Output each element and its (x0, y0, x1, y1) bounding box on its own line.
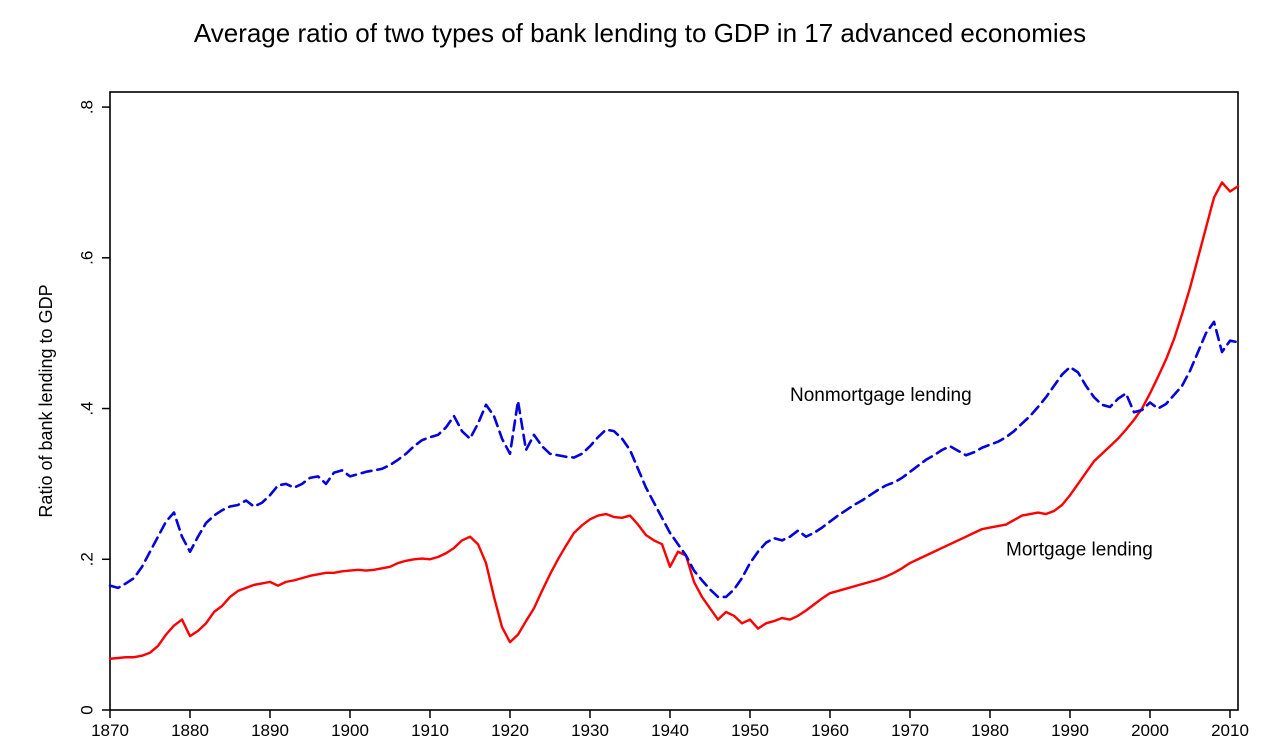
svg-text:1910: 1910 (411, 721, 449, 740)
svg-text:.2: .2 (77, 552, 96, 566)
svg-text:1940: 1940 (651, 721, 689, 740)
svg-text:.4: .4 (77, 401, 96, 415)
chart-area: 0 .2 .4 .6 .8 1870 1880 1890 1900 1910 1920 1930 194… (0, 0, 1280, 756)
svg-text:1900: 1900 (331, 721, 369, 740)
svg-text:.6: .6 (77, 251, 96, 265)
svg-text:0: 0 (77, 705, 96, 714)
svg-text:1930: 1930 (571, 721, 609, 740)
svg-text:1980: 1980 (971, 721, 1009, 740)
svg-text:1960: 1960 (811, 721, 849, 740)
svg-text:1920: 1920 (491, 721, 529, 740)
svg-text:1990: 1990 (1051, 721, 1089, 740)
svg-text:Nonmortgage lending: Nonmortgage lending (790, 385, 972, 406)
chart-svg: 0 .2 .4 .6 .8 1870 1880 1890 1900 1910 1920 1930 194… (0, 0, 1280, 756)
svg-text:1880: 1880 (171, 721, 209, 740)
svg-text:2010: 2010 (1211, 721, 1249, 740)
svg-text:1870: 1870 (91, 721, 129, 740)
svg-text:Mortgage lending: Mortgage lending (1006, 540, 1153, 561)
svg-text:2000: 2000 (1131, 721, 1169, 740)
svg-text:1890: 1890 (251, 721, 289, 740)
svg-text:1950: 1950 (731, 721, 769, 740)
svg-text:Ratio of bank lending to GDP: Ratio of bank lending to GDP (36, 284, 56, 517)
svg-text:1970: 1970 (891, 721, 929, 740)
svg-text:.8: .8 (77, 100, 96, 114)
